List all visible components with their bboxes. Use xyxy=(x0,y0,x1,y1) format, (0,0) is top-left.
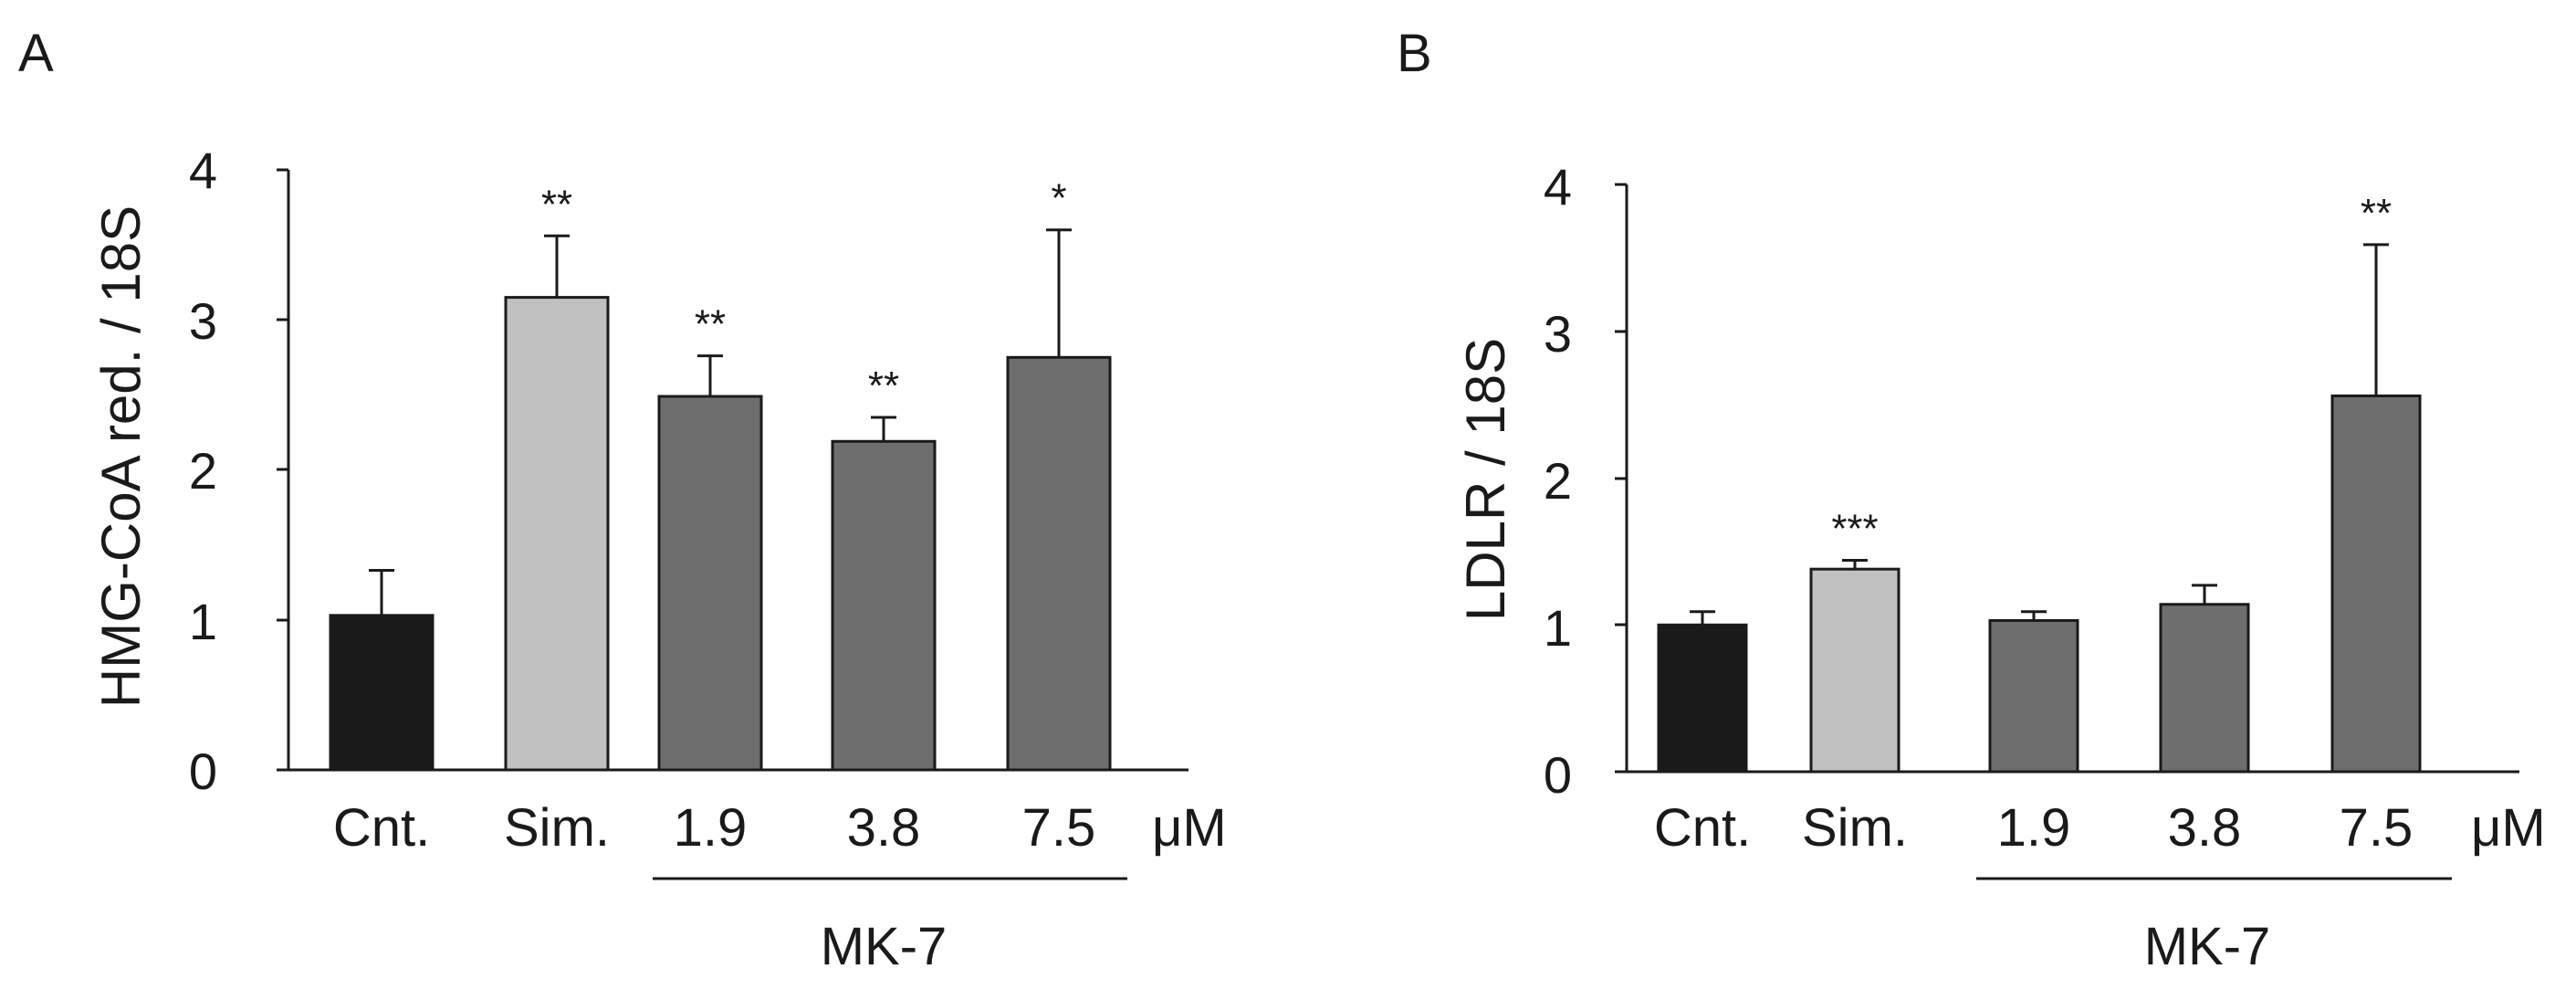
panel-b-ytick-label: 2 xyxy=(1544,452,1572,510)
panel-a-axes xyxy=(277,168,1189,772)
panel-b-ytick-label: 0 xyxy=(1544,746,1572,804)
panel-a-xtick-label: 3.8 xyxy=(847,798,921,858)
panel-b-bar-1 xyxy=(1657,623,1748,774)
panel-a-ytick-label: 4 xyxy=(189,142,217,199)
panel-a-bar-5 xyxy=(1006,355,1112,772)
panel-b-group-label: MK-7 xyxy=(2144,917,2271,976)
panel-b-ytick-label: 4 xyxy=(1544,158,1572,216)
panel-b-axes xyxy=(1615,183,2519,774)
panel-b-xtick-label: 3.8 xyxy=(2168,798,2242,858)
panel-b-xtick-label: 1.9 xyxy=(1997,798,2071,858)
panel-b-ytick-label: 3 xyxy=(1544,305,1572,363)
panel-b-bar-4 xyxy=(2159,603,2250,774)
panel-a-xtick-label: 7.5 xyxy=(1022,798,1096,858)
panel-b-ytick-label: 1 xyxy=(1544,599,1572,657)
panel-a-bar-2 xyxy=(504,296,610,772)
panel-a-bars: ******* xyxy=(329,176,1112,772)
panel-b-y-ticks: 0 1 2 3 4 xyxy=(1544,158,1572,804)
panel-a-bar-1 xyxy=(329,614,435,772)
panel-a: A HMG-CoA red. / 18S 0 1 2 3 4 ******* C… xyxy=(18,24,1227,976)
panel-a-ytick-label: 0 xyxy=(189,742,217,800)
panel-a-xtick-label: 1.9 xyxy=(674,798,748,858)
panel-a-xtick-label: Cnt. xyxy=(333,798,430,858)
panel-a-significance-mark-5: * xyxy=(1051,176,1066,221)
panel-b-y-axis-label: LDLR / 18S xyxy=(1455,338,1516,621)
panel-b-unit-label: μM xyxy=(2471,798,2546,858)
panel-b-xtick-label: 7.5 xyxy=(2340,798,2414,858)
panel-a-y-ticks: 0 1 2 3 4 xyxy=(189,142,217,800)
panel-b-label: B xyxy=(1397,24,1432,83)
panel-a-ytick-label: 1 xyxy=(189,593,217,650)
panel-a-bar-3 xyxy=(657,395,763,772)
panel-b-xtick-label: Sim. xyxy=(1802,798,1908,858)
panel-a-unit-label: μM xyxy=(1152,798,1227,858)
panel-a-significance-mark-4: ** xyxy=(868,363,899,408)
panel-b-bars: ***** xyxy=(1657,191,2422,774)
panel-b-significance-mark-2: *** xyxy=(1831,507,1878,552)
panel-a-label: A xyxy=(18,24,54,83)
panel-b-bar-5 xyxy=(2330,394,2422,774)
panel-a-y-axis-label: HMG-CoA red. / 18S xyxy=(90,205,152,708)
panel-a-group-label: MK-7 xyxy=(821,917,948,976)
panel-b-significance-mark-5: ** xyxy=(2361,191,2392,236)
panel-a-bar-4 xyxy=(831,439,937,772)
panel-a-ytick-label: 3 xyxy=(189,292,217,350)
panel-a-xtick-label: Sim. xyxy=(504,798,610,858)
panel-b-bar-3 xyxy=(1988,618,2079,774)
panel-a-significance-mark-3: ** xyxy=(695,302,726,347)
panel-a-significance-mark-2: ** xyxy=(541,182,572,226)
panel-b-x-labels: Cnt. Sim. 1.9 3.8 7.5 μM MK-7 xyxy=(1654,798,2546,976)
panel-b-xtick-label: Cnt. xyxy=(1654,798,1751,858)
panel-b-bar-2 xyxy=(1809,567,1901,774)
panel-a-ytick-label: 2 xyxy=(189,442,217,500)
panel-a-x-labels: Cnt. Sim. 1.9 3.8 7.5 μM MK-7 xyxy=(333,798,1227,976)
panel-b: B LDLR / 18S 0 1 2 3 4 ***** Cnt. Sim. 1… xyxy=(1397,24,2546,976)
